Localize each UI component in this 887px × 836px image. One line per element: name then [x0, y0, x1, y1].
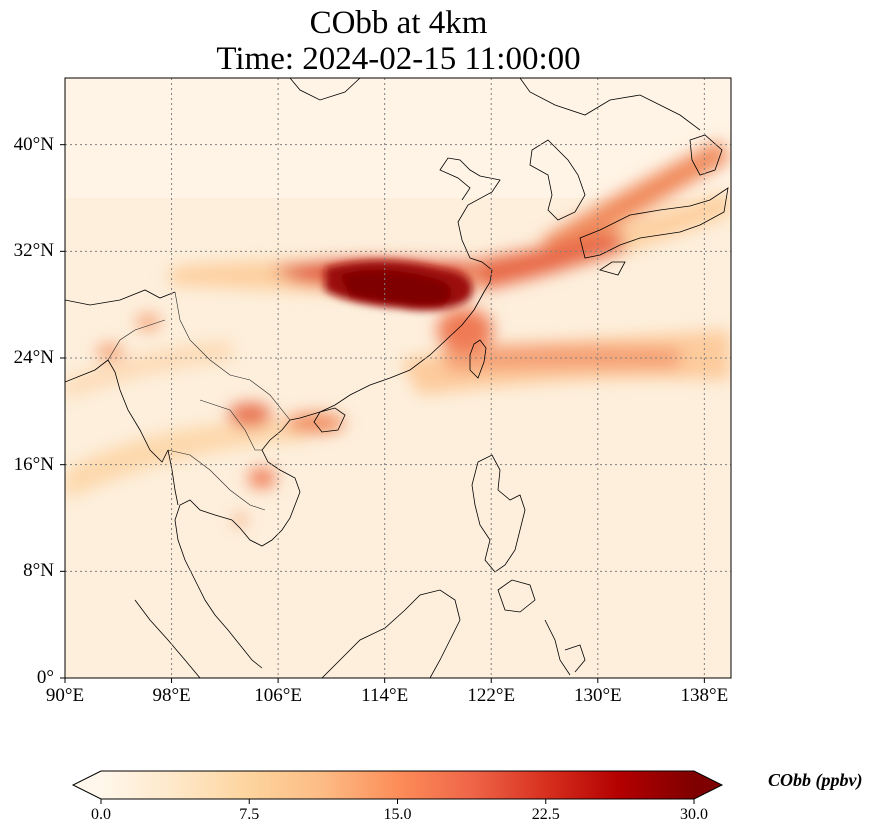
lon-tick-label: 114°E	[361, 685, 409, 706]
lat-tick-label: 0°	[36, 667, 54, 688]
lon-tick-label: 90°E	[45, 685, 85, 706]
gridlines	[65, 78, 731, 678]
colorbar-label: CObb (ppbv)	[768, 770, 863, 790]
colorbar-tick-label: 30.0	[680, 806, 708, 823]
lon-tick-label: 106°E	[254, 685, 302, 706]
map-subtitle-time: Time: 2024-02-15 11:00:00	[216, 41, 581, 77]
plume-core	[325, 260, 473, 311]
axis-tick-marks	[60, 144, 705, 683]
map-frame	[64, 77, 732, 679]
colorbar-tick-label: 22.5	[531, 806, 560, 823]
lon-tick-label: 98°E	[152, 685, 191, 706]
colorbar-body	[101, 771, 694, 799]
colorbar-tick-label: 15.0	[383, 806, 412, 823]
lat-tick-label: 16°N	[13, 453, 54, 475]
colorbar-extend-max	[694, 771, 722, 799]
map-title: CObb at 4km	[309, 5, 488, 41]
colorbar-tick-label: 0.0	[91, 806, 111, 823]
lon-tick-label: 138°E	[680, 685, 729, 706]
lon-tick-label: 130°E	[573, 685, 622, 706]
lon-tick-label: 122°E	[467, 685, 516, 706]
colorbar-extend-min	[73, 771, 101, 799]
lat-tick-label: 8°N	[23, 560, 54, 582]
lat-tick-label: 40°N	[13, 133, 54, 155]
lat-tick-label: 32°N	[13, 240, 54, 262]
colorbar-tick-marks	[100, 799, 695, 804]
colorbar	[71, 770, 724, 804]
lat-tick-label: 24°N	[13, 347, 54, 368]
colorbar-tick-label: 7.5	[239, 806, 260, 823]
country-borders	[107, 291, 291, 511]
map-axes	[65, 78, 731, 678]
